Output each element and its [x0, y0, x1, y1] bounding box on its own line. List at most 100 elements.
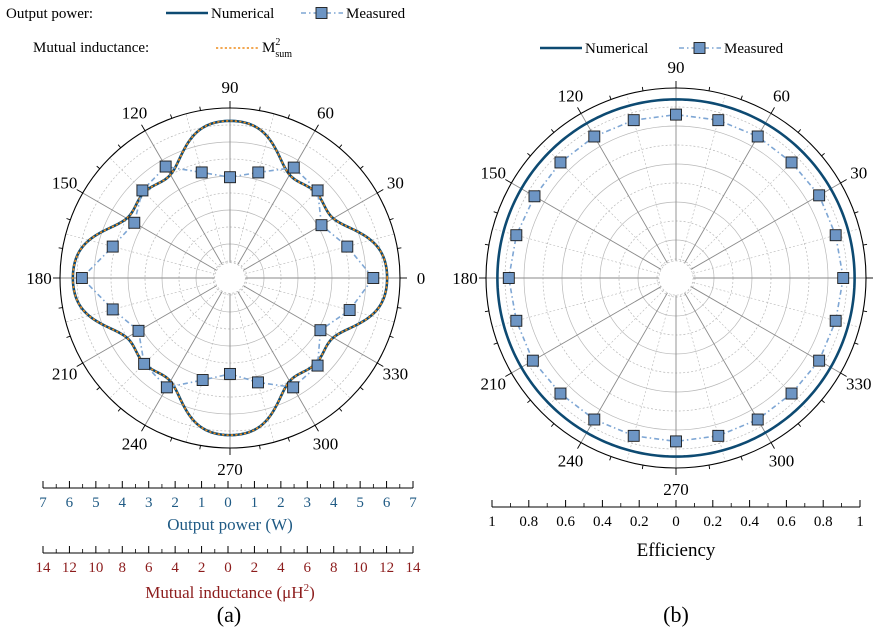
angle-label-300: 300 [313, 434, 339, 453]
axis-tick-label: 0 [224, 495, 232, 511]
axis-tick-label: 0.6 [777, 514, 796, 530]
grid-spoke-minor [240, 288, 351, 399]
measured-point [554, 156, 567, 169]
measured-point [311, 184, 324, 197]
angle-tick [577, 442, 582, 449]
measured-point [813, 354, 826, 367]
measured-point [526, 354, 539, 367]
angle-label-30: 30 [850, 164, 867, 183]
legend-b-measured-label: Measured [724, 41, 784, 57]
measured-point [837, 272, 850, 284]
angle-tick [770, 107, 775, 114]
grid-spoke [144, 130, 223, 265]
grid-spoke [243, 192, 378, 271]
measured-point [751, 130, 764, 143]
axis-tick-label: 0 [224, 560, 232, 576]
angle-tick [840, 372, 847, 377]
axis-tick-label: 0 [672, 514, 680, 530]
axis-tick-label: 1 [856, 514, 864, 530]
measured-point [196, 374, 209, 386]
panel-a-series [71, 119, 389, 437]
axis-tick-label: 4 [171, 560, 179, 576]
axis-tick-label: 14 [406, 560, 422, 576]
panel-b-series [496, 98, 856, 458]
axis-tick-label: 12 [379, 560, 394, 576]
legend-b-numerical-label: Numerical [585, 41, 648, 57]
axis-tick-label: 3 [145, 495, 153, 511]
measured-point [314, 324, 327, 337]
axis-tick-label: 1 [251, 495, 259, 511]
measured-point [829, 229, 842, 242]
angle-tick [96, 165, 101, 170]
measured-point [311, 359, 324, 372]
axis-tick-label: 14 [36, 560, 52, 576]
angle-label-90: 90 [668, 58, 685, 77]
axis-tick-label: 0.2 [703, 514, 722, 530]
measured-point [588, 413, 601, 426]
grid-spoke-minor [244, 233, 395, 275]
measured-point [224, 171, 236, 184]
measured-point [712, 429, 725, 442]
angle-tick [199, 106, 201, 111]
axis-tick-label: 6 [66, 495, 74, 511]
angle-tick [338, 144, 343, 149]
angle-tick [376, 362, 384, 367]
grid-spoke-minor [185, 292, 227, 443]
angle-tick [96, 386, 101, 391]
panel-a-label: (a) [217, 602, 241, 627]
measured-point [287, 381, 300, 394]
measured-point [159, 160, 172, 173]
angle-tick [641, 86, 644, 91]
angle-tick [397, 307, 402, 309]
angle-tick [314, 124, 319, 132]
axis-tick-label: 6 [145, 560, 153, 576]
axis-tick-label: 2 [198, 560, 206, 576]
measured-point [252, 376, 264, 389]
axis-tick-label: 1 [488, 514, 496, 530]
angle-tick [170, 114, 173, 119]
axis-tick-label: 2 [251, 560, 259, 576]
angle-label-210: 210 [481, 375, 507, 394]
grid-spoke-minor [65, 281, 216, 323]
angle-tick [708, 86, 711, 91]
angle-tick [505, 372, 512, 377]
measured-point [287, 161, 300, 174]
legend-mutual-title: Mutual inductance: [33, 40, 149, 56]
angle-label-180: 180 [26, 269, 52, 288]
angle-tick [854, 211, 859, 214]
angle-tick [117, 407, 122, 412]
grid-spoke-minor [109, 157, 220, 268]
angle-tick [550, 129, 555, 133]
angle-tick [550, 423, 555, 427]
angle-tick [141, 424, 146, 432]
angle-tick [259, 445, 261, 450]
angle-tick [76, 362, 84, 367]
panel-b-legend: Numerical Measured [540, 41, 784, 57]
axis-tick-label: 1 [198, 495, 206, 511]
measured-point [712, 114, 725, 127]
angle-tick [359, 165, 364, 170]
angle-tick [338, 407, 343, 412]
grid-spoke-minor [233, 113, 275, 264]
axis-tick-label: 0.4 [593, 514, 612, 530]
output-power-axis-label: Output power (W) [167, 515, 293, 534]
measured-point [588, 130, 601, 143]
mutual-inductance-axis: 14 12 10 8 6 4 2 0 2 4 6 8 10 12 14 Mutual inductance … [36, 546, 422, 602]
measured-point [195, 166, 208, 179]
axis-tick-label: 4 [119, 495, 127, 511]
angle-tick [117, 144, 122, 149]
measured-point [343, 304, 356, 317]
angle-tick [740, 95, 743, 100]
measured-point [510, 314, 523, 327]
grid-spoke [237, 130, 316, 265]
measured-point [224, 367, 236, 380]
efficiency-axis-label: Efficiency [637, 540, 716, 561]
axis-tick-label: 0.2 [630, 514, 649, 530]
axis-tick-label: 4 [330, 495, 338, 511]
angle-tick [527, 399, 531, 404]
axis-tick-label: 3 [304, 495, 312, 511]
angle-tick [389, 335, 394, 338]
grid-spoke-minor [240, 157, 351, 268]
measured-point [554, 387, 567, 400]
